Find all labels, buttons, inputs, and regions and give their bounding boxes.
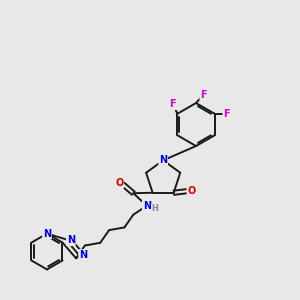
Text: N: N bbox=[43, 229, 51, 238]
Text: F: F bbox=[169, 99, 176, 109]
Text: H: H bbox=[152, 204, 159, 213]
Text: O: O bbox=[188, 186, 196, 196]
Text: N: N bbox=[159, 155, 167, 165]
Text: F: F bbox=[223, 109, 230, 119]
Text: N: N bbox=[143, 201, 151, 211]
Text: F: F bbox=[200, 90, 207, 100]
Text: O: O bbox=[115, 178, 123, 188]
Text: N: N bbox=[79, 250, 87, 260]
Text: N: N bbox=[67, 235, 75, 245]
